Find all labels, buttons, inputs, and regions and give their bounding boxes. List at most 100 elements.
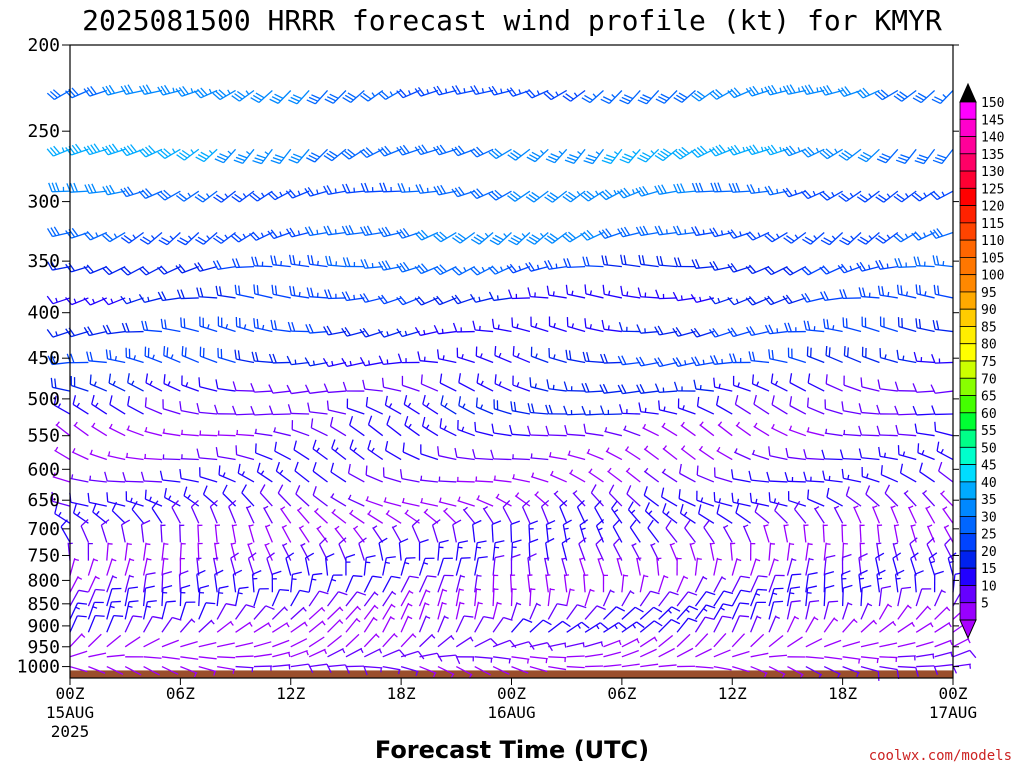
wind-barb (842, 602, 853, 620)
barb-feather (764, 86, 771, 96)
barb-staff (916, 665, 935, 668)
barb-staff (254, 360, 273, 364)
barb-feather (841, 570, 851, 575)
barb-feather (179, 152, 188, 159)
wind-barb (492, 588, 499, 607)
barb-feather (911, 232, 919, 241)
barb-half-feather (756, 381, 760, 386)
barb-feather (752, 85, 760, 95)
barb-feather (542, 619, 552, 626)
barb-feather (433, 324, 440, 335)
colorbar-label: 45 (981, 459, 997, 474)
wind-barb (474, 601, 483, 620)
colorbar-label: 5 (981, 597, 989, 612)
barb-staff (678, 498, 696, 507)
barb-feather (256, 285, 259, 295)
wind-barb (876, 542, 882, 561)
barb-feather (454, 235, 464, 242)
wind-barb (787, 347, 807, 364)
wind-barb (199, 316, 218, 333)
wind-barb (342, 381, 365, 392)
barb-staff (824, 479, 843, 483)
barb-staff (217, 656, 236, 659)
barb-feather (837, 88, 845, 97)
barb-staff (540, 506, 549, 524)
barb-feather (693, 327, 701, 337)
wind-barb (493, 475, 512, 483)
barb-feather (291, 321, 296, 332)
barb-staff (722, 526, 733, 543)
barb-feather (426, 575, 437, 578)
barb-feather (546, 379, 550, 389)
barb-half-feather (260, 470, 265, 475)
barb-feather (80, 519, 89, 527)
barb-feather (617, 384, 624, 394)
barb-staff (823, 665, 841, 675)
barb-feather (386, 556, 396, 559)
barb-feather (601, 255, 605, 265)
wind-barb (544, 190, 568, 203)
barb-feather (47, 261, 53, 271)
barb-feather (612, 519, 621, 528)
wind-barb (253, 318, 273, 333)
barb-feather (268, 384, 274, 394)
wind-barb (915, 605, 932, 620)
barb-feather (507, 154, 516, 161)
barb-half-feather (831, 191, 835, 197)
barb-feather (842, 553, 852, 559)
barb-staff (847, 232, 862, 246)
barb-half-feather (682, 405, 685, 410)
barb-feather (71, 87, 79, 96)
barb-half-feather (425, 424, 430, 429)
barb-staff (942, 508, 954, 524)
barb-staff (358, 543, 365, 561)
barb-half-feather (849, 265, 853, 271)
wind-barb (658, 664, 677, 668)
barb-staff (552, 190, 568, 203)
barb-feather (857, 156, 867, 163)
wind-barb (382, 665, 401, 675)
barb-half-feather (887, 291, 890, 297)
barb-feather (310, 418, 314, 428)
barb-feather (661, 184, 667, 194)
colorbar-label: 10 (981, 579, 997, 594)
barb-feather (654, 225, 660, 236)
wind-barb (69, 602, 88, 620)
barb-feather (691, 356, 697, 366)
barb-half-feather (263, 505, 269, 510)
barb-feather (322, 358, 329, 367)
barb-half-feather (386, 510, 390, 515)
barb-feather (604, 255, 609, 266)
barb-feather (613, 537, 621, 546)
barb-staff (512, 326, 531, 333)
barb-feather (665, 519, 672, 529)
barb-feather (362, 379, 366, 390)
barb-feather (894, 258, 899, 268)
wind-barb (768, 349, 788, 364)
barb-feather (647, 519, 654, 529)
wind-barb (179, 601, 196, 620)
wind-barb (108, 423, 126, 437)
barb-half-feather (461, 426, 465, 432)
wind-barb (938, 461, 954, 483)
barb-staff (658, 619, 672, 633)
barb-feather (752, 144, 760, 153)
barb-staff (897, 588, 903, 607)
barb-feather (51, 491, 54, 502)
wind-barb (363, 591, 379, 607)
barb-half-feather (127, 425, 130, 430)
barb-feather (46, 295, 54, 305)
barb-staff (52, 330, 71, 338)
wind-barb (349, 509, 365, 524)
wind-barb (510, 520, 520, 543)
wind-barb (494, 374, 512, 392)
wind-barb (783, 524, 789, 543)
barb-staff (935, 263, 954, 268)
barb-feather (545, 537, 555, 544)
barb-half-feather (129, 575, 134, 578)
barb-staff (823, 639, 842, 648)
barb-feather (414, 265, 422, 274)
barb-staff (824, 432, 843, 437)
barb-half-feather (735, 298, 739, 304)
barb-feather (510, 401, 513, 411)
